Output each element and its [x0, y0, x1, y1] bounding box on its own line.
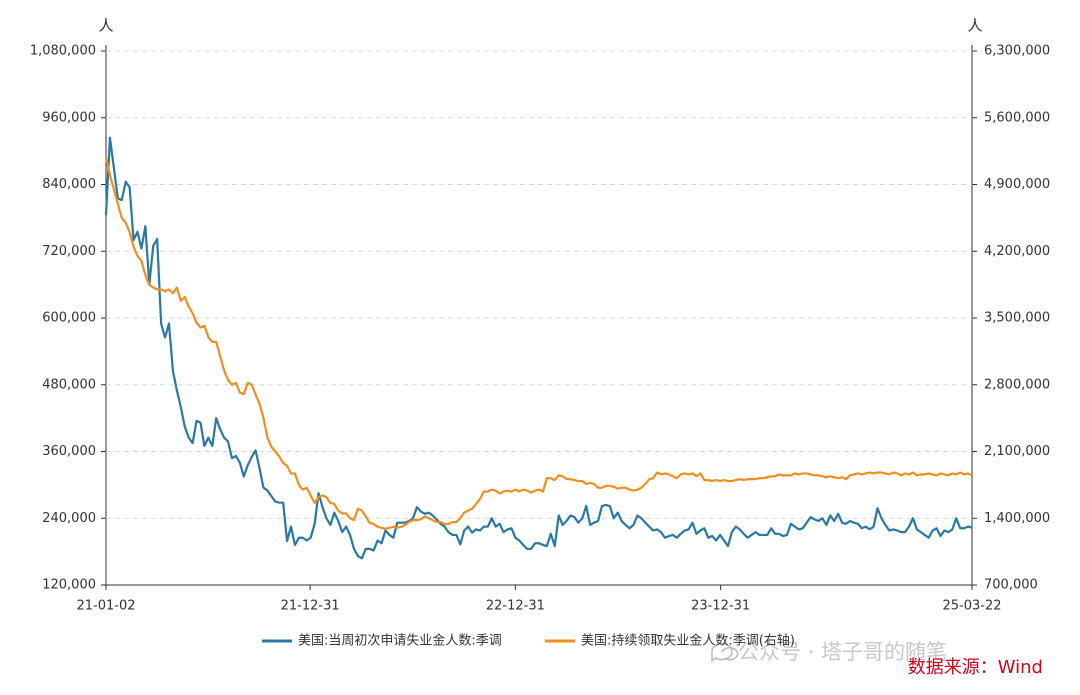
y2-unit: 人 [967, 17, 982, 35]
series-line [104, 136, 973, 560]
y2-tick-label: 2,100,000 [984, 444, 1050, 459]
y-tick-label: 1,080,000 [30, 44, 96, 59]
legend-label: 美国:持续领取失业金人数:季调(右轴) [581, 633, 795, 649]
y2-tick-label: 1,400,000 [984, 511, 1050, 526]
y-tick-label: 240,000 [42, 511, 96, 526]
y-tick-label: 120,000 [42, 578, 96, 593]
y-tick-label: 840,000 [42, 177, 96, 192]
y-tick-label: 960,000 [42, 110, 96, 125]
source: 数据来源：Wind [908, 657, 1043, 678]
y-tick-label: 600,000 [42, 311, 96, 326]
legend-label: 美国:当周初次申请失业金人数:季调 [298, 633, 502, 649]
y2-tick-label: 4,200,000 [984, 244, 1050, 259]
y2-tick-label: 3,500,000 [984, 311, 1050, 326]
series-line [104, 157, 973, 530]
y2-tick-label: 4,900,000 [984, 177, 1050, 192]
y-tick-label: 360,000 [42, 444, 96, 459]
watermark: 公众号 · 塔子哥的随笔 [738, 640, 947, 664]
x-tick-label: 21-12-31 [281, 599, 340, 614]
y2-tick-label: 5,600,000 [984, 110, 1050, 125]
watermark-icon [711, 642, 739, 663]
y2-tick-label: 6,300,000 [984, 44, 1050, 59]
y-tick-label: 480,000 [42, 377, 96, 392]
y2-tick-label: 2,800,000 [984, 377, 1050, 392]
y-tick-label: 720,000 [42, 244, 96, 259]
x-tick-label: 25-03-22 [942, 599, 1001, 614]
y-unit: 人 [98, 17, 113, 35]
y2-tick-label: 700,000 [984, 578, 1038, 593]
x-tick-label: 22-12-31 [486, 599, 545, 614]
x-tick-label: 21-01-02 [76, 599, 135, 614]
x-tick-label: 23-12-31 [691, 599, 750, 614]
